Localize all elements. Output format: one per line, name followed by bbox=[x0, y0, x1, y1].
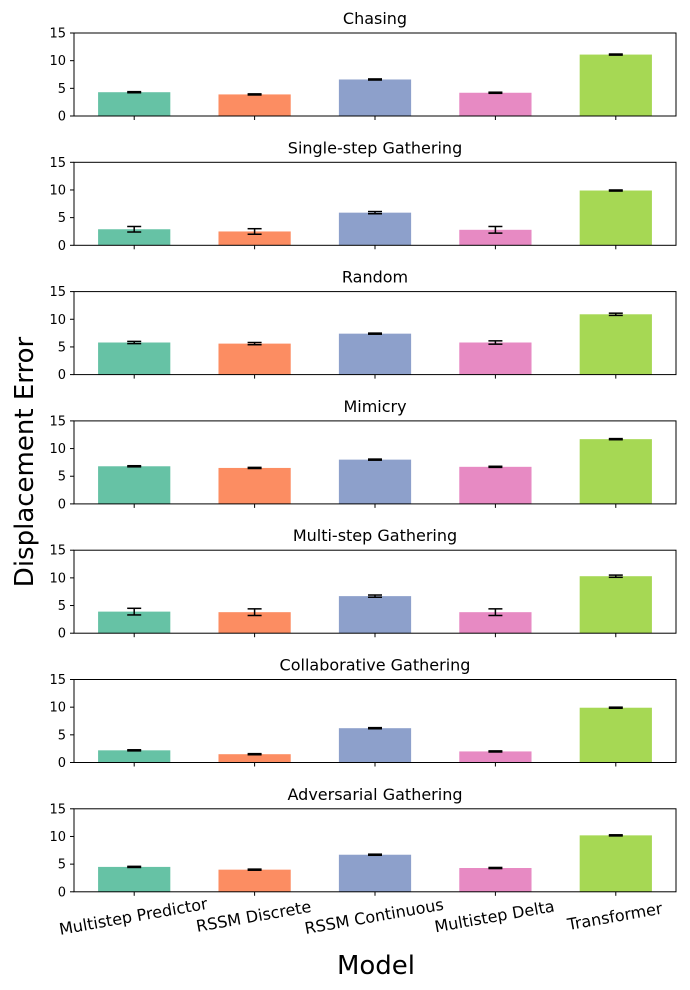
bar bbox=[98, 866, 171, 892]
bar bbox=[579, 190, 652, 246]
axes-frame bbox=[73, 161, 677, 246]
panel: Single-step Gathering 0 5 10 15 bbox=[49, 138, 677, 254]
y-tick-label: 0 bbox=[58, 885, 66, 900]
y-tick-label: 10 bbox=[49, 830, 66, 845]
y-tick-label: 10 bbox=[49, 571, 66, 586]
panel: Collaborative Gathering 0 5 10 15 bbox=[49, 656, 677, 771]
y-tick-label: 10 bbox=[49, 183, 66, 198]
bar bbox=[218, 754, 291, 763]
y-tick-label: 15 bbox=[49, 544, 66, 559]
bar bbox=[579, 314, 652, 375]
x-tick-label: RSSM Continuous bbox=[303, 895, 445, 938]
panels-group: Chasing 0 5 10 15 Single-step Gathering 0 5 10 15… bbox=[49, 9, 677, 900]
panel: Multi-step Gathering 0 5 10 15 bbox=[49, 526, 677, 642]
x-tick-label: Transformer bbox=[565, 899, 664, 935]
y-tick-label: 5 bbox=[58, 82, 66, 97]
panel: Random 0 5 10 15 bbox=[49, 268, 677, 383]
bar bbox=[218, 869, 291, 892]
bar bbox=[98, 92, 171, 116]
bar bbox=[98, 342, 171, 375]
x-axis-label: Model bbox=[337, 951, 415, 981]
y-tick-label: 10 bbox=[49, 701, 66, 716]
y-tick-label: 5 bbox=[58, 470, 66, 485]
y-tick-label: 10 bbox=[49, 313, 66, 328]
y-tick-label: 15 bbox=[49, 802, 66, 817]
y-tick-label: 5 bbox=[58, 211, 66, 226]
bar bbox=[579, 835, 652, 892]
panel-title: Mimicry bbox=[343, 397, 406, 416]
axes-frame bbox=[73, 679, 677, 763]
bar bbox=[338, 79, 412, 116]
y-tick-label: 0 bbox=[58, 497, 66, 512]
panel-title: Collaborative Gathering bbox=[280, 656, 471, 675]
panel-title: Multi-step Gathering bbox=[293, 526, 457, 545]
y-tick-label: 0 bbox=[58, 756, 66, 771]
y-tick-label: 0 bbox=[58, 368, 66, 383]
panel-title: Random bbox=[342, 268, 408, 287]
bar bbox=[459, 868, 532, 892]
bar bbox=[338, 728, 412, 763]
y-tick-label: 10 bbox=[49, 442, 66, 457]
y-tick-label: 5 bbox=[58, 599, 66, 614]
bar bbox=[459, 612, 532, 634]
axes-frame bbox=[73, 549, 677, 634]
y-tick-label: 0 bbox=[58, 239, 66, 254]
bar bbox=[459, 92, 532, 116]
x-tick-label: RSSM Discrete bbox=[195, 897, 313, 936]
axes-frame bbox=[73, 420, 677, 505]
x-tick-label: Multistep Predictor bbox=[58, 894, 210, 939]
x-tick-label: Multistep Delta bbox=[433, 896, 556, 936]
panel: Chasing 0 5 10 15 bbox=[49, 9, 677, 125]
y-tick-label: 0 bbox=[58, 627, 66, 642]
y-tick-label: 15 bbox=[49, 27, 66, 42]
bar bbox=[579, 576, 652, 634]
y-tick-label: 5 bbox=[58, 858, 66, 873]
bar bbox=[459, 342, 532, 375]
bar bbox=[338, 854, 412, 892]
bar bbox=[98, 466, 171, 504]
panel-title: Single-step Gathering bbox=[288, 138, 462, 157]
bar bbox=[218, 612, 291, 634]
axes-frame bbox=[73, 291, 677, 376]
panel-title: Chasing bbox=[343, 9, 407, 28]
bar bbox=[338, 459, 412, 504]
bar bbox=[459, 229, 532, 246]
bar bbox=[218, 467, 291, 504]
panel: Adversarial Gathering 0 5 10 15 bbox=[49, 785, 677, 900]
y-tick-label: 5 bbox=[58, 340, 66, 355]
y-tick-label: 15 bbox=[49, 414, 66, 429]
bar bbox=[218, 343, 291, 375]
bar bbox=[338, 212, 412, 246]
y-tick-label: 0 bbox=[58, 110, 66, 125]
bar bbox=[579, 439, 652, 504]
bar bbox=[459, 466, 532, 504]
bar bbox=[459, 751, 532, 763]
axes-frame bbox=[73, 32, 677, 117]
bar bbox=[579, 54, 652, 116]
bar bbox=[338, 596, 412, 634]
panel: Mimicry 0 5 10 15 bbox=[49, 397, 677, 512]
y-tick-label: 5 bbox=[58, 728, 66, 743]
y-tick-label: 15 bbox=[49, 285, 66, 300]
bar bbox=[218, 94, 291, 116]
y-tick-label: 15 bbox=[49, 673, 66, 688]
panel-title: Adversarial Gathering bbox=[288, 785, 463, 804]
axes-frame bbox=[73, 808, 677, 893]
y-tick-label: 15 bbox=[49, 156, 66, 171]
bar bbox=[98, 229, 171, 246]
y-axis-label: Displacement Error bbox=[10, 337, 40, 588]
bar bbox=[98, 611, 171, 634]
y-tick-label: 10 bbox=[49, 54, 66, 69]
bar bbox=[218, 231, 291, 246]
bar bbox=[98, 750, 171, 763]
bar bbox=[338, 333, 412, 375]
bar bbox=[579, 707, 652, 763]
